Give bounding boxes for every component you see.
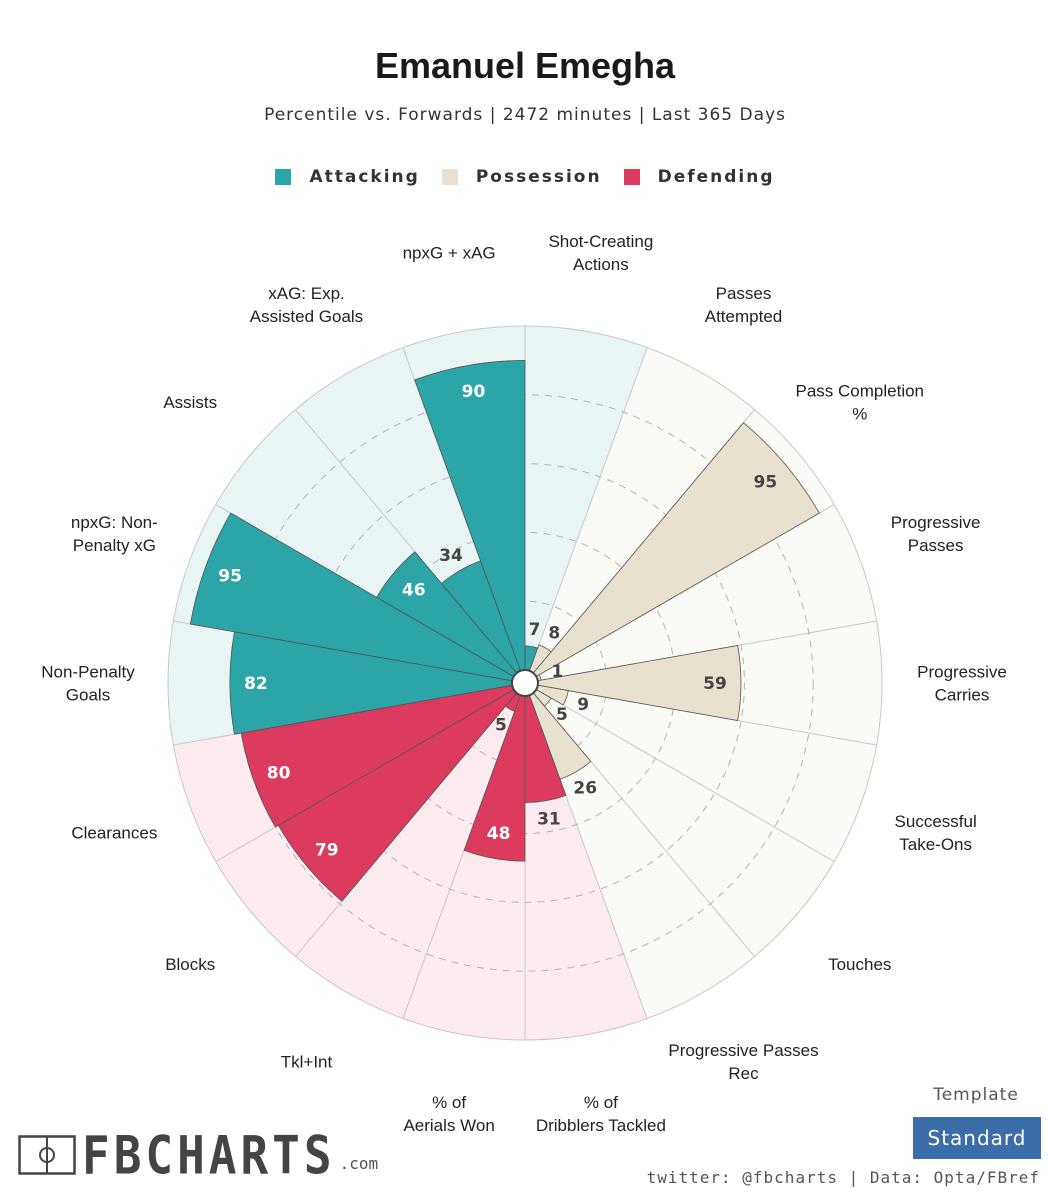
value-label: 90 [462,382,486,402]
value-label: 9 [577,695,589,715]
value-label: 48 [487,824,511,844]
category-label: Blocks [165,955,215,974]
category-label: % [852,405,867,424]
category-label: Passes [716,284,772,303]
legend-item-defending: Defending [623,167,775,187]
category-label: Take-Ons [899,835,972,854]
value-label: 8 [548,623,560,643]
category-label: Shot-Creating [548,232,653,251]
value-label: 5 [556,705,568,725]
legend-swatch-possession [441,169,458,185]
legend-label-possession: Possession [475,167,602,187]
value-label: 31 [537,810,561,830]
category-label: Pass Completion [796,382,925,401]
grid-spoke [528,347,648,671]
background-wedge [525,326,648,671]
category-label: Progressive [891,513,981,532]
value-label: 5 [495,716,507,736]
category-label: Tkl+Int [281,1052,333,1071]
category-label: Clearances [71,823,157,842]
category-label: Assists [163,393,217,412]
category-label: xAG: Exp. [268,284,345,303]
legend-swatch-attacking [275,169,292,185]
value-label: 95 [754,472,778,492]
value-label: 79 [315,840,339,860]
category-label: Attempted [705,307,783,326]
category-label: Non-Penalty [41,663,135,682]
category-label: Passes [908,536,964,555]
background-wedge [536,504,877,681]
legend-item-attacking: Attacking [275,167,419,187]
logo-text: FBCHARTS [82,1123,336,1187]
value-label: 46 [402,581,426,601]
value-label: 95 [218,567,242,587]
value-label: 7 [529,620,541,640]
value-label: 80 [267,764,291,784]
category-label: Dribblers Tackled [536,1116,666,1135]
category-label: Assisted Goals [250,307,363,326]
category-label: Progressive [917,663,1007,682]
category-label: Penalty xG [73,536,156,555]
category-label: npxG + xAG [403,244,496,263]
pitch-icon [18,1135,76,1175]
credit-text: twitter: @fbcharts | Data: Opta/FBref [646,1168,1040,1187]
background-wedge [529,347,755,674]
logo-suffix: .com [339,1154,379,1173]
template-label: Template [933,1085,1019,1105]
legend-swatch-defending [623,169,640,185]
category-label: Progressive Passes [668,1041,818,1060]
category-label: Successful [895,812,977,831]
legend-label-defending: Defending [657,167,775,187]
legend: Attacking Possession Defending [0,167,1050,187]
category-label: Touches [828,955,891,974]
background-wedge [295,692,521,1019]
category-label: Aerials Won [403,1116,494,1135]
value-label: 59 [703,674,727,694]
value-label: 34 [439,546,463,566]
category-label: % of [432,1093,466,1112]
category-label: Rec [728,1064,759,1083]
category-label: Carries [935,686,990,705]
value-label: 1 [551,662,563,682]
background-wedge [536,685,877,862]
value-label: 26 [573,778,597,798]
legend-item-possession: Possession [441,167,602,187]
grid-spoke [536,689,835,862]
template-badge: Standard [913,1117,1041,1159]
value-label: 82 [244,674,268,694]
category-label: Goals [66,686,110,705]
center-circle [511,669,539,697]
category-label: Actions [573,255,629,274]
category-label: npxG: Non- [71,513,158,532]
background-wedge [529,692,755,1019]
background-wedge [533,689,835,957]
fbcharts-logo: FBCHARTS .com [18,1123,379,1187]
outer-ring [167,325,883,1041]
legend-label-attacking: Attacking [309,167,420,187]
chart-subtitle: Percentile vs. Forwards | 2472 minutes |… [264,105,786,125]
chart-title: Emanuel Emegha [374,45,676,86]
category-label: % of [584,1093,618,1112]
